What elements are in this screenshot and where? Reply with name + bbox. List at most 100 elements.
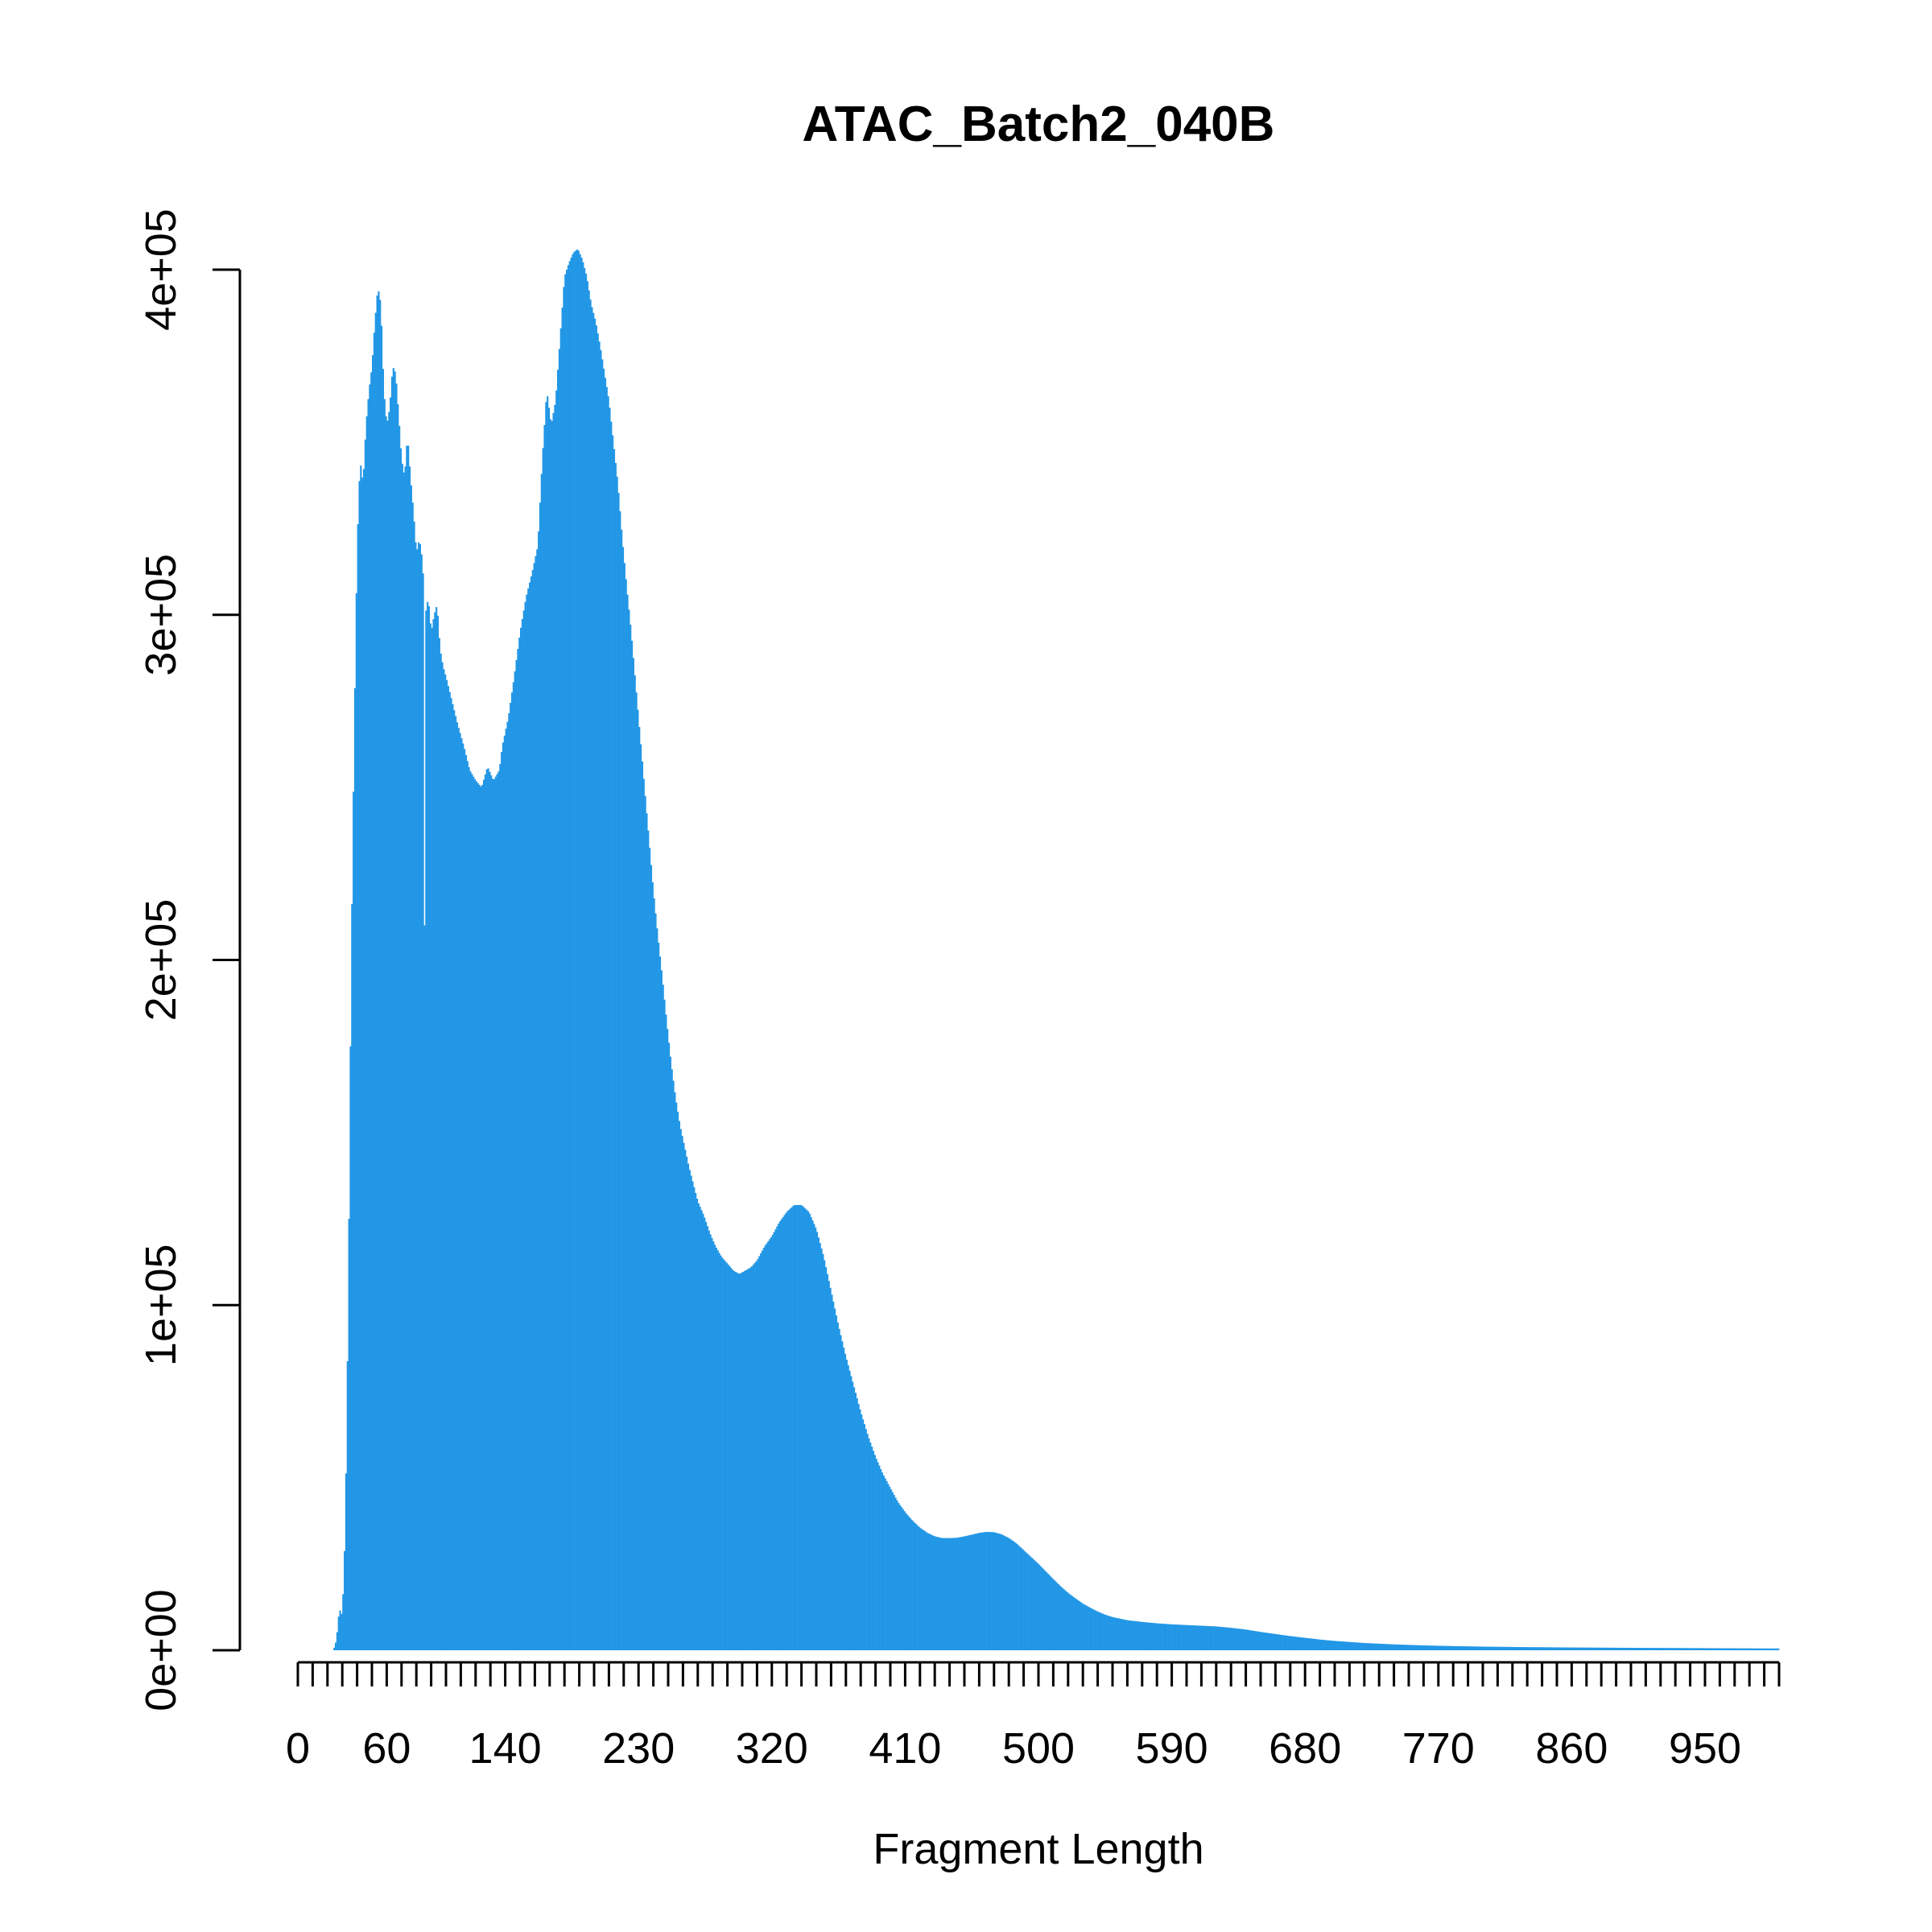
histogram-bar: [1214, 1626, 1217, 1650]
histogram-bar: [848, 1370, 851, 1650]
histogram-bar: [810, 1216, 812, 1650]
histogram-bar: [436, 615, 440, 1650]
histogram-bar: [379, 299, 382, 1650]
histogram-bar: [529, 582, 531, 1650]
histogram-bar: [1657, 1648, 1660, 1650]
histogram-bar: [1595, 1647, 1597, 1650]
histogram-bar: [935, 1536, 937, 1650]
histogram-bar: [625, 579, 627, 1651]
histogram-bar: [1016, 1543, 1018, 1650]
histogram-bar: [1418, 1645, 1420, 1650]
histogram-bar: [1564, 1647, 1567, 1650]
histogram-bar: [1005, 1537, 1008, 1650]
histogram-bar: [811, 1220, 814, 1650]
histogram-bar: [1463, 1646, 1466, 1650]
histogram-bar: [1721, 1648, 1724, 1650]
histogram-bar: [1653, 1648, 1655, 1650]
histogram-bar: [1324, 1640, 1327, 1650]
histogram-bar: [1038, 1564, 1041, 1650]
histogram-bar: [1483, 1646, 1485, 1650]
histogram-bar: [1302, 1637, 1304, 1650]
histogram-bar: [1393, 1644, 1396, 1650]
histogram-bar: [1025, 1552, 1027, 1650]
histogram-bar: [880, 1468, 882, 1650]
histogram-bar: [792, 1205, 795, 1650]
histogram-bar: [1390, 1644, 1393, 1650]
histogram-bar: [1331, 1641, 1334, 1650]
histogram-bar: [1001, 1534, 1004, 1650]
histogram-bar: [619, 511, 621, 1651]
histogram-bar: [594, 318, 597, 1650]
histogram-bar: [807, 1211, 810, 1650]
histogram-bar: [1649, 1648, 1653, 1650]
histogram-bar: [1398, 1644, 1401, 1650]
histogram-bar: [1046, 1572, 1048, 1650]
histogram-bar: [1642, 1648, 1645, 1650]
histogram-bar: [1436, 1645, 1439, 1650]
histogram-bar: [686, 1156, 688, 1650]
histogram-bar: [558, 349, 560, 1650]
histogram-bar: [1097, 1612, 1100, 1650]
histogram-bar: [752, 1264, 755, 1650]
histogram-bar: [1600, 1647, 1602, 1650]
histogram-bar: [588, 290, 590, 1651]
histogram-bar: [1571, 1647, 1574, 1650]
histogram-bar: [736, 1273, 738, 1650]
histogram-bar: [1269, 1633, 1272, 1650]
histogram-bar: [1397, 1644, 1399, 1650]
histogram-bar: [557, 369, 559, 1651]
histogram-bar: [1594, 1647, 1596, 1650]
histogram-bar: [1125, 1620, 1128, 1650]
histogram-bar: [358, 481, 361, 1650]
histogram-bar: [610, 421, 613, 1650]
histogram-bar: [1030, 1558, 1033, 1650]
histogram-bar: [917, 1525, 919, 1650]
histogram-bar: [1700, 1648, 1703, 1650]
histogram-bar: [1621, 1647, 1624, 1650]
histogram-bar: [847, 1364, 849, 1650]
histogram-bar: [1550, 1647, 1553, 1650]
histogram-bar: [1314, 1638, 1316, 1650]
histogram-bar: [745, 1269, 747, 1650]
histogram-bar: [951, 1538, 953, 1650]
histogram-bar: [1764, 1648, 1766, 1650]
histogram-bar: [1113, 1617, 1115, 1650]
histogram-bar: [563, 287, 565, 1651]
histogram-bar: [1150, 1622, 1153, 1650]
histogram-bar: [527, 588, 530, 1650]
histogram-bar: [1512, 1646, 1514, 1650]
histogram-bar: [455, 716, 457, 1651]
histogram-bar: [1053, 1579, 1055, 1650]
histogram-bar: [1002, 1535, 1005, 1650]
histogram-bar: [1656, 1648, 1658, 1650]
histogram-bar: [749, 1267, 752, 1650]
histogram-bar: [628, 609, 630, 1650]
histogram-bar: [485, 769, 488, 1650]
histogram-bar: [1085, 1605, 1088, 1650]
histogram-bar: [402, 472, 405, 1650]
histogram-bar: [638, 727, 641, 1650]
histogram-bar: [786, 1211, 789, 1650]
histogram-bar: [1244, 1629, 1246, 1650]
histogram-bar: [1342, 1641, 1344, 1650]
histogram-bar: [1751, 1648, 1753, 1650]
histogram-bar: [711, 1237, 713, 1650]
histogram-bar: [1724, 1648, 1727, 1650]
histogram-bar: [1777, 1648, 1780, 1650]
histogram-bar: [1699, 1648, 1701, 1650]
histogram-bar: [1567, 1647, 1570, 1650]
histogram-bar: [1644, 1648, 1646, 1650]
histogram-bar: [1455, 1645, 1459, 1650]
histogram-bar: [1020, 1548, 1023, 1650]
histogram-bar: [1774, 1648, 1777, 1650]
histogram-bar: [1155, 1623, 1158, 1650]
histogram-bar: [973, 1534, 976, 1650]
histogram-bar: [766, 1243, 768, 1650]
histogram-bar: [1426, 1645, 1429, 1650]
histogram-bar: [1559, 1647, 1562, 1650]
histogram-bar: [575, 250, 577, 1650]
histogram-bar: [1161, 1624, 1163, 1650]
histogram-bar: [890, 1489, 893, 1650]
histogram-bar: [1242, 1629, 1245, 1650]
histogram-bar: [1057, 1583, 1060, 1650]
